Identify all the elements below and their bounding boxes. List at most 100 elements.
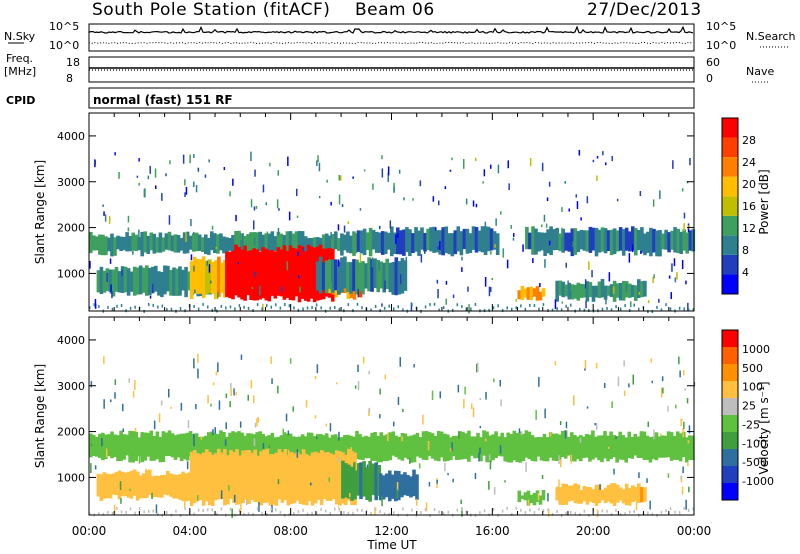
heat-cell	[295, 452, 300, 501]
scatter-echo	[419, 180, 422, 187]
heat-cell	[470, 436, 474, 456]
heat-cell	[539, 437, 544, 461]
scatter-echo	[330, 282, 332, 292]
heat-cell	[99, 266, 104, 294]
scatter-echo	[381, 168, 384, 178]
heat-cell	[621, 280, 626, 301]
scatter-echo	[602, 151, 604, 156]
ground-echo	[424, 305, 427, 309]
heat-cell	[98, 433, 102, 459]
scatter-echo	[286, 261, 289, 271]
heat-cell	[637, 483, 641, 503]
heat-cell	[192, 256, 197, 293]
heat-cell	[274, 452, 279, 506]
heat-cell	[264, 248, 269, 301]
scatter-echo	[538, 376, 540, 387]
scatter-echo	[579, 437, 582, 443]
scatter-echo	[628, 383, 630, 388]
scatter-echo	[210, 403, 212, 407]
heat-cell	[204, 234, 208, 255]
heat-cell	[258, 251, 262, 300]
heat-cell	[527, 431, 532, 460]
heat-cell	[588, 226, 593, 253]
heat-cell	[225, 251, 229, 297]
nsearch-tick-top: 10^5	[706, 20, 736, 33]
heat-cell	[292, 453, 297, 504]
ground-echo	[424, 508, 427, 512]
heat-cell	[678, 433, 683, 462]
heat-cell	[394, 257, 399, 296]
ground-echo	[356, 302, 359, 306]
scatter-echo	[155, 504, 158, 514]
heat-cell	[523, 492, 528, 501]
heat-cell	[555, 280, 559, 302]
heat-cell	[331, 234, 335, 255]
scatter-echo	[547, 508, 550, 517]
heat-cell	[329, 453, 333, 501]
heat-cell	[108, 269, 113, 293]
heat-cell	[191, 434, 196, 462]
ground-echo	[111, 512, 114, 515]
ground-echo	[579, 307, 581, 311]
x-tick-label: 00:00	[72, 524, 107, 538]
ground-echo	[197, 307, 200, 311]
heat-cell	[603, 487, 608, 504]
heat-cell	[321, 262, 326, 291]
heat-cell	[349, 235, 353, 254]
heat-cell	[315, 261, 320, 291]
heat-cell	[217, 448, 221, 500]
scatter-echo	[292, 406, 294, 412]
heat-cell	[128, 430, 132, 463]
heat-cell	[371, 229, 376, 250]
heat-cell	[170, 433, 175, 458]
heat-cell	[353, 233, 358, 254]
heat-cell	[110, 233, 114, 257]
heat-cell	[594, 227, 599, 257]
scatter-echo	[418, 463, 421, 469]
heat-cell	[682, 229, 686, 251]
heat-cell	[520, 495, 525, 500]
ground-echo	[687, 308, 690, 312]
heat-cell	[349, 262, 353, 294]
scatter-echo	[588, 261, 590, 270]
heat-cell	[385, 434, 389, 461]
colorbar-tick-label: 12	[742, 222, 756, 235]
heat-cell	[406, 436, 411, 460]
scatter-echo	[357, 288, 359, 298]
ground-echo	[438, 510, 440, 514]
heat-cell	[591, 489, 596, 503]
scatter-echo	[561, 301, 564, 304]
ground-echo	[524, 307, 527, 311]
heat-cell	[365, 232, 370, 251]
ground-echo	[120, 304, 123, 307]
heat-cell	[506, 432, 510, 463]
heat-cell	[554, 433, 559, 461]
heat-cell	[231, 235, 235, 254]
heat-cell	[132, 266, 137, 296]
ground-echo	[692, 308, 694, 312]
heat-cell	[535, 286, 540, 301]
scatter-echo	[684, 388, 686, 391]
scatter-echo	[474, 472, 477, 480]
ground-echo	[624, 512, 626, 516]
scatter-echo	[212, 429, 214, 436]
heat-cell	[631, 485, 635, 503]
ground-echo	[266, 304, 268, 308]
heat-cell	[108, 474, 113, 499]
freq-label-1: Freq.	[6, 52, 33, 65]
ground-echo	[379, 510, 381, 514]
ground-echo	[692, 507, 694, 511]
heat-cell	[588, 282, 593, 298]
nsky-tick-top: 10^5	[49, 20, 79, 33]
scatter-echo	[584, 279, 587, 289]
heat-cell	[405, 227, 409, 253]
scatter-echo	[165, 451, 167, 457]
scatter-echo	[310, 482, 312, 486]
scatter-echo	[197, 495, 199, 501]
heat-cell	[297, 245, 302, 303]
ground-echo	[687, 509, 690, 512]
scatter-echo	[425, 502, 428, 512]
heat-cell	[113, 237, 117, 256]
heat-cell	[187, 271, 191, 291]
scatter-echo	[340, 175, 342, 181]
